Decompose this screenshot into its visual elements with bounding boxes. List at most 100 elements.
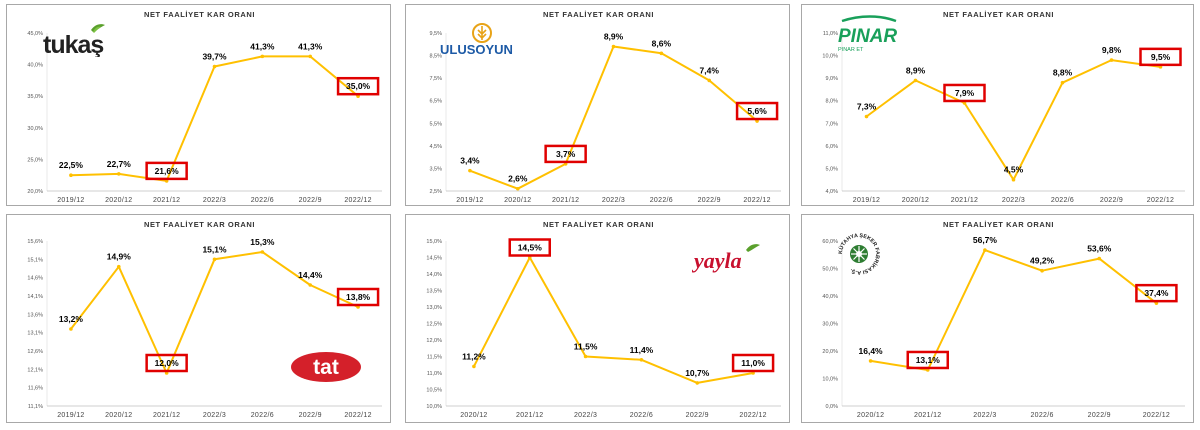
highlight-box: [336, 76, 380, 96]
data-point: [1011, 177, 1016, 182]
y-tick-label: 10,0%: [822, 54, 838, 60]
chart-panel-kutahya: NET FAALİYET KAR ORANI 60,0% 50,0% 40,0% 30,…: [801, 214, 1194, 423]
x-tick-label: 2022/6: [1051, 197, 1074, 204]
x-tick-label: 2020/12: [105, 412, 132, 419]
y-tick-label: 45,0%: [27, 31, 43, 37]
x-tick-label: 2022/9: [686, 412, 709, 419]
highlight-box: [1139, 47, 1182, 67]
y-tick-label: 14,0%: [426, 272, 442, 278]
data-label: 4,5%: [1004, 165, 1024, 175]
x-tick-label: 2022/9: [1088, 412, 1111, 419]
chart-panel-pinar: NET FAALİYET KAR ORANI 11,0% 10,0% 9,0% 8,0%…: [801, 4, 1194, 206]
y-tick-label: 40,0%: [822, 294, 838, 300]
highlight-box: [906, 350, 949, 370]
data-label: 53,6%: [1087, 244, 1112, 254]
x-tick-label: 2022/12: [344, 197, 371, 204]
y-tick-label: 0,0%: [825, 404, 838, 410]
tat-logo-text: tat: [313, 356, 339, 379]
x-tick-label: 2022/6: [1030, 412, 1053, 419]
data-label: 13,1%: [916, 355, 941, 365]
x-tick-label: 2020/12: [857, 412, 884, 419]
highlight-box: [508, 238, 551, 257]
y-tick-label: 10,0%: [822, 377, 838, 383]
tukas-logo: tukaş: [43, 23, 123, 57]
y-tick-label: 4,5%: [429, 144, 442, 150]
data-label: 2,6%: [508, 174, 528, 184]
data-point: [707, 78, 712, 83]
chart-title: NET FAALİYET KAR ORANI: [543, 10, 654, 19]
x-tick-label: 2021/12: [914, 412, 941, 419]
data-label: 7,9%: [955, 88, 975, 98]
data-label: 14,9%: [107, 252, 132, 262]
data-label: 13,8%: [346, 292, 371, 302]
data-point: [515, 186, 520, 191]
x-tick-label: 2022/12: [344, 412, 371, 419]
data-point: [659, 51, 664, 56]
data-label: 7,3%: [857, 102, 877, 112]
y-tick-label: 35,0%: [27, 94, 43, 100]
y-tick-label: 20,0%: [822, 349, 838, 355]
data-label: 22,5%: [59, 160, 84, 170]
y-tick-label: 9,0%: [825, 76, 838, 82]
y-tick-label: 30,0%: [822, 322, 838, 328]
y-tick-label: 5,5%: [429, 121, 442, 127]
chart-svg-kutahya: NET FAALİYET KAR ORANI 60,0% 50,0% 40,0% 30,…: [822, 220, 1185, 419]
data-label: 37,4%: [1144, 288, 1169, 298]
data-point: [308, 283, 313, 287]
data-label: 16,4%: [859, 346, 884, 356]
y-tick-label: 50,0%: [822, 267, 838, 273]
data-label: 41,3%: [298, 41, 323, 51]
data-label: 11,4%: [630, 345, 654, 355]
x-tick-label: 2022/12: [1143, 412, 1170, 419]
y-tick-label: 8,0%: [825, 99, 838, 105]
y-tick-label: 25,0%: [27, 157, 43, 163]
data-point: [913, 78, 918, 83]
chart-panel-yayla: NET FAALİYET KAR ORANI 15,0% 14,5% 14,0% 13,…: [405, 214, 790, 423]
highlight-box: [735, 101, 779, 121]
data-label: 41,3%: [250, 41, 275, 51]
data-label: 10,7%: [685, 368, 710, 378]
y-tick-label: 14,1%: [27, 294, 43, 300]
chart-svg-tukas: NET FAALİYET KAR ORANI 45,0% 40,0% 35,0% 30,…: [27, 10, 382, 204]
y-tick-label: 12,5%: [426, 322, 442, 328]
data-point: [212, 257, 217, 262]
pinar-logo: PINAR PINAR ET: [836, 15, 900, 61]
x-tick-label: 2019/12: [57, 412, 84, 419]
data-label: 14,5%: [518, 243, 543, 253]
data-label: 11,5%: [574, 342, 598, 352]
data-point: [308, 54, 313, 59]
x-tick-label: 2021/12: [153, 412, 180, 419]
data-point: [212, 64, 217, 69]
x-tick-label: 2019/12: [853, 197, 880, 204]
y-tick-label: 40,0%: [27, 63, 43, 69]
x-tick-label: 2022/12: [1147, 197, 1174, 204]
y-tick-label: 12,6%: [27, 349, 43, 355]
chart-svg-yayla: NET FAALİYET KAR ORANI 15,0% 14,5% 14,0% 13,…: [426, 220, 781, 419]
y-tick-label: 3,5%: [429, 166, 442, 172]
y-tick-label: 12,0%: [426, 338, 442, 344]
chart-title: NET FAALİYET KAR ORANI: [943, 10, 1054, 19]
data-point: [69, 173, 73, 177]
y-tick-label: 7,5%: [429, 76, 442, 82]
pinar-logo-text: PINAR: [838, 26, 897, 47]
y-tick-label: 13,6%: [27, 312, 43, 318]
data-label: 39,7%: [202, 51, 227, 61]
x-tick-label: 2022/9: [299, 412, 322, 419]
x-tick-label: 2020/12: [105, 197, 132, 204]
chart-svg-pinar: NET FAALİYET KAR ORANI 11,0% 10,0% 9,0% 8,0%…: [822, 10, 1185, 204]
pinar-logo-subtext: PINAR ET: [838, 47, 864, 53]
series-line: [865, 59, 1161, 181]
data-point: [1097, 256, 1102, 261]
highlight-box: [943, 83, 986, 103]
y-tick-label: 8,5%: [429, 54, 442, 60]
y-tick-label: 15,1%: [27, 257, 43, 263]
chart-svg-tat: NET FAALİYET KAR ORANI 15,6% 15,1% 14,6% 14,…: [27, 220, 382, 419]
highlight-box: [145, 161, 188, 181]
y-tick-label: 7,0%: [825, 121, 838, 127]
y-tick-label: 10,5%: [426, 388, 442, 394]
x-tick-label: 2022/12: [743, 197, 770, 204]
data-label: 21,6%: [155, 166, 180, 176]
y-tick-label: 11,6%: [28, 386, 43, 392]
data-point: [260, 250, 265, 254]
data-label: 35,0%: [346, 81, 371, 91]
